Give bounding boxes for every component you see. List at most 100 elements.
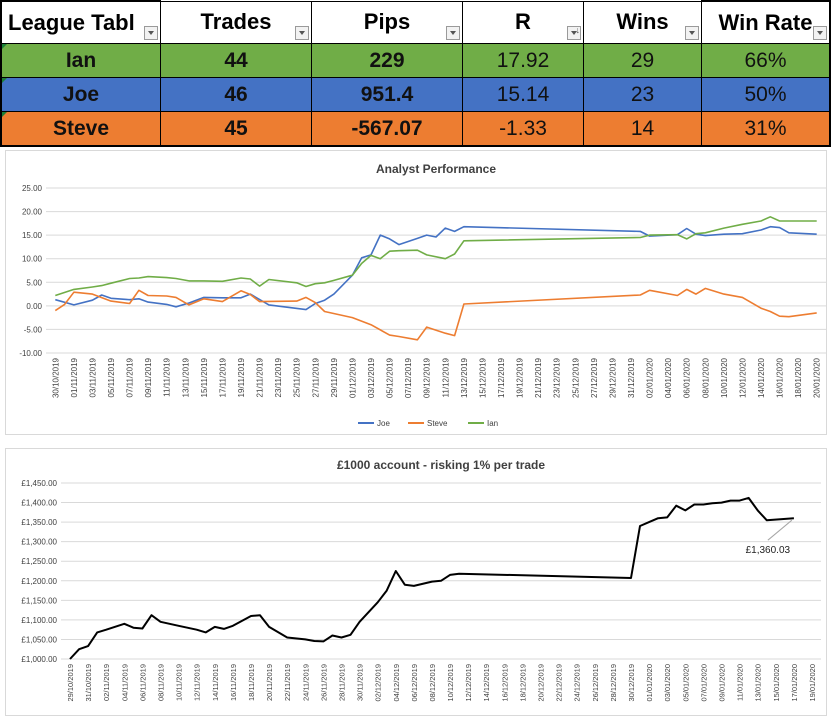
trades-cell[interactable]: 45 — [160, 111, 312, 147]
account-balance-chart[interactable]: £1000 account - risking 1% per trade £1,4… — [5, 448, 827, 716]
cell-note-marker-icon — [2, 112, 7, 117]
x-tick-label: 18/01/2020 — [794, 357, 803, 398]
pips-cell[interactable]: 229 — [311, 43, 463, 78]
pips-cell[interactable]: 951.4 — [311, 77, 463, 112]
x-tick-label: 06/01/2020 — [683, 357, 692, 398]
y-tick-label: £1,300.00 — [21, 538, 57, 547]
x-tick-label: 26/12/2019 — [591, 664, 600, 702]
filter-dropdown-icon[interactable] — [144, 26, 158, 40]
pips-cell[interactable]: -567.07 — [311, 111, 463, 147]
x-tick-label: 09/12/2019 — [423, 357, 432, 398]
analyst-name-cell[interactable]: Joe — [0, 77, 161, 112]
x-tick-label: 30/10/2019 — [51, 357, 60, 398]
y-tick-label: £1,250.00 — [21, 557, 57, 566]
x-tick-label: 20/12/2019 — [537, 664, 546, 702]
trades-cell[interactable]: 44 — [160, 43, 312, 78]
y-tick-label: £1,000.00 — [21, 655, 57, 664]
x-tick-label: 28/12/2019 — [609, 664, 618, 702]
analyst-performance-chart[interactable]: Analyst Performance 25.00 20.00 15.00 10.00 5… — [5, 150, 827, 435]
win-rate-cell[interactable]: 66% — [701, 43, 831, 78]
wins-cell[interactable]: 29 — [583, 43, 702, 78]
chart-title: Analyst Performance — [376, 162, 496, 176]
final-balance-label: £1,360.03 — [746, 545, 791, 556]
col-header-league[interactable]: League Tabl — [0, 0, 161, 44]
win-rate-cell[interactable]: 31% — [701, 111, 831, 147]
chart-title: £1000 account - risking 1% per trade — [337, 458, 545, 472]
sort-descending-icon[interactable] — [567, 25, 581, 40]
series-line-balance — [69, 496, 794, 660]
x-tick-label: 08/01/2020 — [701, 357, 710, 398]
analyst-name: Steve — [52, 116, 110, 140]
x-tick-label: 09/11/2019 — [144, 357, 153, 397]
analyst-name-cell[interactable]: Steve — [0, 111, 161, 147]
analyst-name-cell[interactable]: Ian — [0, 43, 161, 78]
y-tick-label: 5.00 — [26, 278, 42, 287]
wins-cell[interactable]: 14 — [583, 111, 702, 147]
x-tick-label: 19/12/2019 — [516, 357, 525, 398]
x-tick-label: 04/12/2019 — [392, 664, 401, 702]
y-tick-label: 15.00 — [22, 231, 43, 240]
x-tick-label: 25/11/2019 — [293, 357, 302, 397]
x-tick-label: 30/12/2019 — [627, 664, 636, 702]
x-tick-label: 03/12/2019 — [367, 357, 376, 398]
x-tick-label: 13/11/2019 — [181, 357, 190, 397]
col-header-label: League Tabl — [8, 9, 135, 35]
x-tick-label: 30/11/2019 — [356, 664, 365, 701]
col-header-label: Trades — [200, 9, 272, 35]
filter-dropdown-icon[interactable] — [295, 26, 309, 40]
col-header-label: Pips — [363, 9, 411, 35]
x-tick-label: 16/01/2020 — [776, 357, 785, 398]
filter-dropdown-icon[interactable] — [685, 26, 699, 40]
x-tick-label: 16/11/2019 — [229, 664, 238, 701]
x-tick-label: 29/10/2019 — [66, 664, 75, 702]
legend-label-joe: Joe — [377, 419, 390, 428]
y-tick-label: 10.00 — [22, 255, 43, 264]
r-cell[interactable]: 15.14 — [462, 77, 584, 112]
x-tick-label: 21/11/2019 — [256, 357, 265, 397]
account-balance-svg: £1000 account - risking 1% per trade £1,4… — [21, 458, 821, 702]
col-header-pips[interactable]: Pips — [311, 0, 463, 44]
y-tick-label: £1,200.00 — [21, 577, 57, 586]
filter-dropdown-icon[interactable] — [813, 26, 827, 40]
x-tick-label: 04/11/2019 — [120, 664, 129, 701]
x-tick-label: 02/11/2019 — [102, 664, 111, 701]
wins-cell[interactable]: 23 — [583, 77, 702, 112]
x-tick-label: 06/12/2019 — [410, 664, 419, 702]
x-tick-label: 29/12/2019 — [608, 357, 617, 398]
league-table: League Tabl Trades Pips R Wins Win Rate … — [0, 0, 831, 147]
cell-note-marker-icon — [2, 78, 7, 83]
x-tick-label: 19/01/2020 — [808, 664, 817, 702]
x-tick-label: 10/11/2019 — [175, 664, 184, 701]
x-tick-label: 14/11/2019 — [211, 664, 220, 701]
x-tick-label: 07/01/2020 — [699, 664, 708, 702]
analyst-name: Ian — [65, 48, 97, 72]
x-tick-label: 15/12/2019 — [478, 357, 487, 398]
table-row: Steve 45 -567.07 -1.33 14 31% — [0, 111, 831, 147]
x-tick-label: 01/12/2019 — [348, 357, 357, 398]
x-tick-label: 17/11/2019 — [218, 357, 227, 397]
x-tick-label: 11/12/2019 — [441, 357, 450, 397]
filter-dropdown-icon[interactable] — [446, 26, 460, 40]
x-tick-label: 07/12/2019 — [404, 357, 413, 398]
col-header-label: Wins — [616, 9, 669, 35]
table-row: Ian 44 229 17.92 29 66% — [0, 43, 831, 78]
col-header-label: Win Rate — [718, 9, 813, 35]
y-tick-label: £1,450.00 — [21, 479, 57, 488]
x-tick-label: 18/11/2019 — [247, 664, 256, 701]
col-header-trades[interactable]: Trades — [160, 0, 312, 44]
x-tick-label: 17/12/2019 — [497, 357, 506, 398]
x-tick-label: 02/12/2019 — [374, 664, 383, 702]
x-tick-label: 14/01/2020 — [757, 357, 766, 398]
legend-label-ian: Ian — [487, 419, 498, 428]
r-cell[interactable]: -1.33 — [462, 111, 584, 147]
win-rate-cell[interactable]: 50% — [701, 77, 831, 112]
x-tick-label: 04/01/2020 — [664, 357, 673, 398]
x-tick-label: 12/12/2019 — [464, 664, 473, 702]
x-tick-label: 31/12/2019 — [627, 357, 636, 398]
col-header-r[interactable]: R — [462, 0, 584, 44]
col-header-wins[interactable]: Wins — [583, 0, 702, 44]
trades-cell[interactable]: 46 — [160, 77, 312, 112]
x-tick-label: 03/01/2020 — [663, 664, 672, 702]
r-cell[interactable]: 17.92 — [462, 43, 584, 78]
col-header-win-rate[interactable]: Win Rate — [701, 0, 831, 44]
